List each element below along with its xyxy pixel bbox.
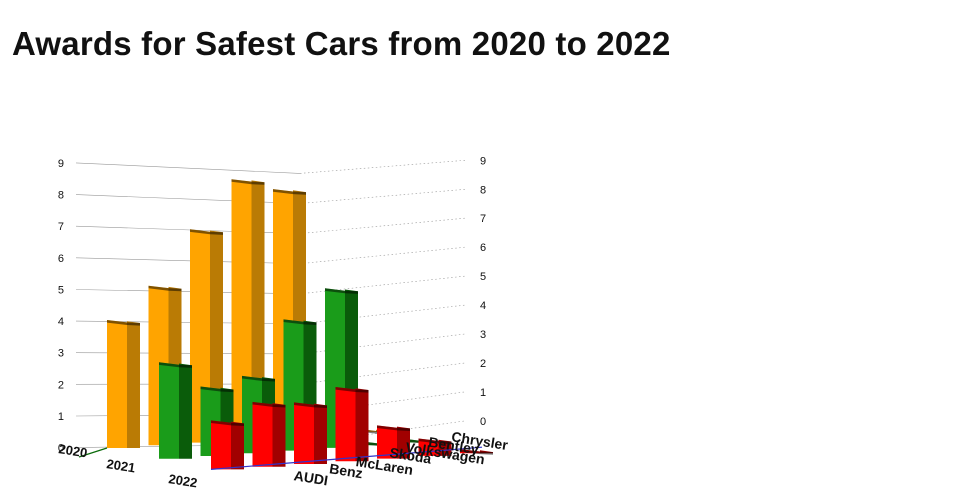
svg-text:AUDI: AUDI [293, 467, 329, 488]
svg-text:4: 4 [480, 300, 486, 312]
svg-text:0: 0 [58, 443, 64, 455]
svg-text:6: 6 [480, 242, 486, 254]
svg-text:5: 5 [480, 271, 486, 283]
svg-text:2021: 2021 [106, 456, 137, 475]
svg-text:2022: 2022 [168, 471, 199, 490]
svg-text:1: 1 [480, 387, 486, 399]
svg-text:7: 7 [480, 213, 486, 225]
svg-text:4: 4 [58, 316, 64, 328]
svg-text:9: 9 [480, 155, 486, 167]
svg-text:2: 2 [480, 358, 486, 370]
svg-text:3: 3 [58, 348, 64, 360]
svg-text:8: 8 [58, 190, 64, 202]
svg-text:6: 6 [58, 253, 64, 265]
svg-text:7: 7 [58, 221, 64, 233]
svg-text:9: 9 [58, 158, 64, 170]
svg-text:2: 2 [58, 379, 64, 391]
svg-text:8: 8 [480, 184, 486, 196]
svg-text:3: 3 [480, 329, 486, 341]
svg-text:0: 0 [480, 416, 486, 428]
svg-text:1: 1 [58, 411, 64, 423]
svg-text:5: 5 [58, 285, 64, 297]
